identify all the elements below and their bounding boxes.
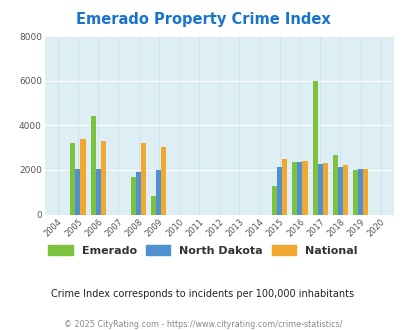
Text: © 2025 CityRating.com - https://www.cityrating.com/crime-statistics/: © 2025 CityRating.com - https://www.city… xyxy=(64,320,341,329)
Bar xyxy=(332,155,337,214)
Bar xyxy=(292,162,297,214)
Bar xyxy=(75,169,80,214)
Bar xyxy=(100,141,105,214)
Bar xyxy=(96,169,100,214)
Bar xyxy=(297,162,302,214)
Bar xyxy=(337,167,342,214)
Bar xyxy=(342,166,347,214)
Bar xyxy=(90,116,96,214)
Bar xyxy=(362,169,367,214)
Legend: Emerado, North Dakota, National: Emerado, North Dakota, National xyxy=(44,241,361,260)
Bar xyxy=(131,177,136,214)
Bar xyxy=(70,143,75,214)
Bar xyxy=(277,167,281,214)
Bar xyxy=(281,159,287,214)
Bar xyxy=(136,172,141,215)
Bar xyxy=(161,147,166,214)
Bar xyxy=(312,81,317,214)
Bar xyxy=(352,170,357,215)
Bar xyxy=(271,185,277,214)
Bar xyxy=(357,169,362,214)
Bar xyxy=(80,139,85,214)
Text: Crime Index corresponds to incidents per 100,000 inhabitants: Crime Index corresponds to incidents per… xyxy=(51,289,354,299)
Bar xyxy=(141,143,146,214)
Bar xyxy=(156,170,161,215)
Bar xyxy=(151,196,156,214)
Bar xyxy=(317,164,322,214)
Bar xyxy=(302,161,307,214)
Text: Emerado Property Crime Index: Emerado Property Crime Index xyxy=(75,12,330,26)
Bar xyxy=(322,163,327,214)
